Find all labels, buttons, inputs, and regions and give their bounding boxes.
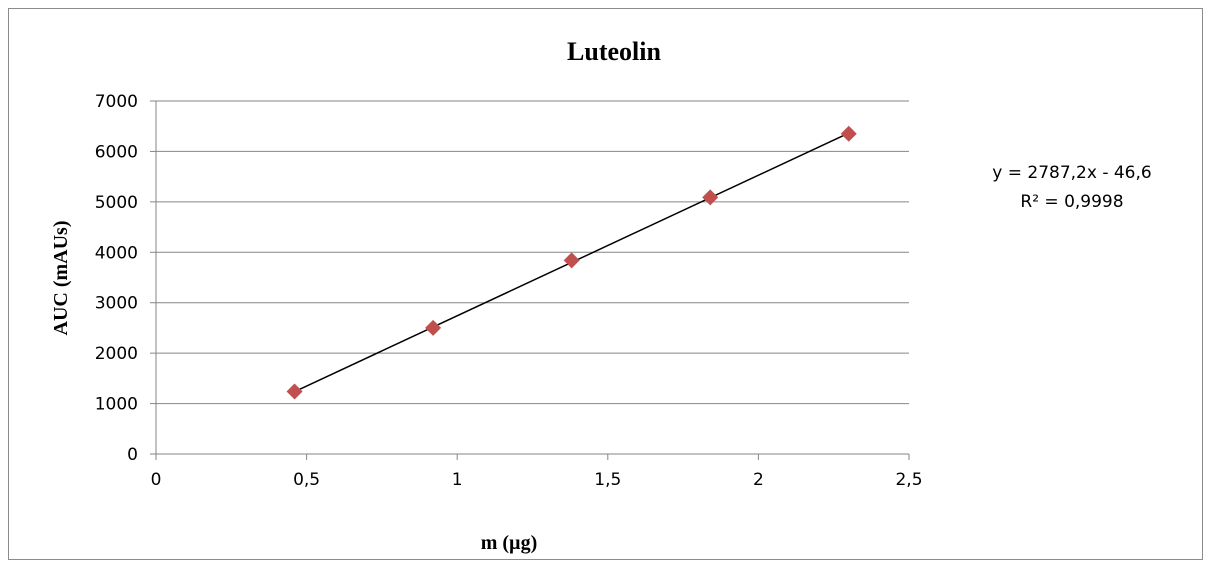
x-tick-label: 2 [753,470,764,490]
y-tick-label: 2000 [95,344,138,364]
gridlines [156,100,909,405]
y-tick-label: 0 [127,445,138,465]
chart-svg: Luteolin 0 1000 2000 3000 4000 5000 6000 7000 0… [50,37,1152,554]
trendline-equation: y = 2787,2x - 46,6 [992,163,1151,183]
y-tick-label: 5000 [95,193,138,213]
data-points [286,125,857,400]
y-tick-label: 3000 [95,294,138,314]
x-tick-label: 1,5 [594,470,621,490]
x-axis-title: m (µg) [481,532,538,554]
chart-area: Luteolin 0 1000 2000 3000 4000 5000 6000 7000 0… [8,8,1203,560]
y-tick-label: 4000 [95,243,138,263]
x-tick-label: 0 [151,470,162,490]
data-point [286,383,303,400]
y-axis-title: AUC (mAUs) [50,221,72,336]
y-tick-label: 7000 [95,92,138,112]
y-tick-label: 6000 [95,142,138,162]
axes [150,100,910,460]
x-tick-label: 1 [452,470,463,490]
y-tick-labels: 0 1000 2000 3000 4000 5000 6000 7000 [95,92,138,465]
x-tick-label: 2,5 [895,470,922,490]
trendline-r-squared: R² = 0,9998 [1020,192,1123,212]
data-point [702,189,719,206]
data-point [563,252,580,269]
data-point [425,319,442,336]
data-point [840,125,857,142]
y-tick-label: 1000 [95,395,138,415]
x-tick-labels: 0 0,5 1 1,5 2 2,5 [151,470,923,490]
x-tick-label: 0,5 [293,470,320,490]
chart-title: Luteolin [567,37,661,66]
